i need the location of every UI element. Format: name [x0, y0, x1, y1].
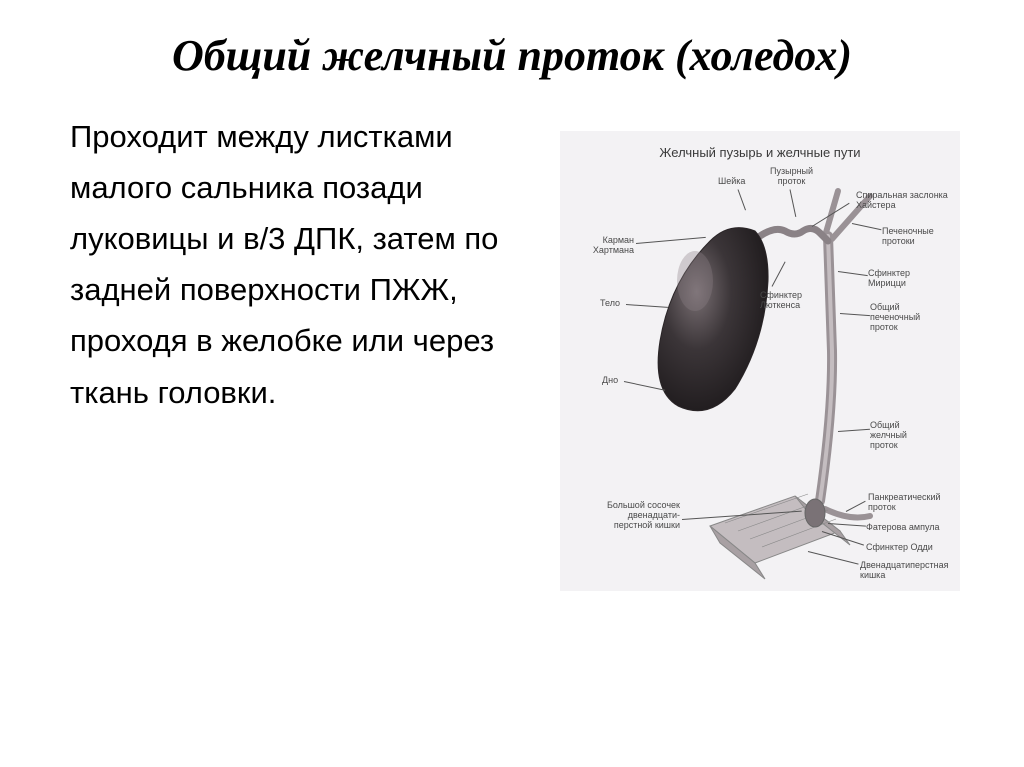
label-dno: Дно [602, 376, 618, 386]
label-puzyrny: Пузырныйпроток [770, 167, 813, 187]
label-sheika: Шейка [718, 177, 745, 187]
body-text: Проходит между листками малого сальника … [70, 111, 540, 418]
text-column: Проходит между листками малого сальника … [40, 111, 540, 591]
label-obshchzhelch: Общийжелчныйпроток [870, 421, 907, 451]
label-pechen: Печеночныепротоки [882, 227, 934, 247]
label-sosochek: Большой сосочекдвенадцати-перстной кишки [580, 501, 680, 531]
anatomy-figure: Желчный пузырь и желчные пути [560, 131, 960, 591]
label-lutkens: СфинктерЛюткенса [760, 291, 802, 311]
slide: Общий желчный проток (холедох) Проходит … [0, 0, 1024, 767]
label-oddi: Сфинктер Одди [866, 543, 933, 553]
label-obshchpech: Общийпеченочныйпроток [870, 303, 920, 333]
page-title: Общий желчный проток (холедох) [40, 30, 984, 83]
label-karman: КарманХартмана [574, 236, 634, 256]
label-pankr: Панкреатическийпроток [868, 493, 941, 513]
label-mirizzi: СфинктерМирицци [868, 269, 910, 289]
label-telo: Тело [600, 299, 620, 309]
label-spiral: Спиральная заслонкаХайстера [856, 191, 948, 211]
content-row: Проходит между листками малого сальника … [40, 111, 984, 591]
label-fater: Фатерова ампула [866, 523, 940, 533]
label-kishka: Двенадцатиперстнаякишка [860, 561, 948, 581]
figure-column: Желчный пузырь и желчные пути [560, 111, 960, 591]
